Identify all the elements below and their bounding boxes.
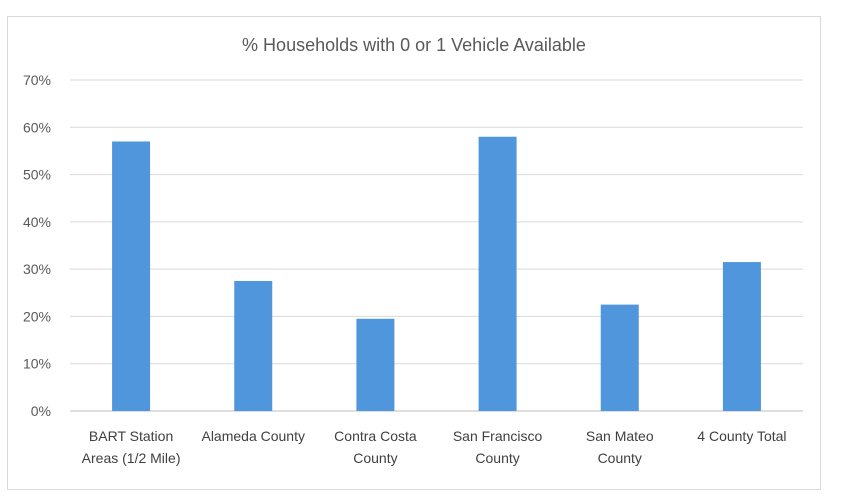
x-category-label-line: BART Station: [89, 428, 173, 444]
y-tick-label: 10%: [23, 356, 51, 372]
x-category-label-line: Areas (1/2 Mile): [82, 450, 181, 466]
x-category-label: San Mateo County: [586, 428, 654, 466]
x-category-label: San Francisco County: [453, 428, 543, 466]
x-category-label-line: San Mateo: [586, 428, 654, 444]
y-axis-ticks: 0% 10% 20% 30% 40% 50% 60% 70%: [23, 72, 51, 419]
y-tick-label: 40%: [23, 214, 51, 230]
gridlines: [70, 79, 803, 412]
bar: [722, 262, 761, 411]
y-tick-label: 60%: [23, 119, 51, 135]
x-category-label: Contra Costa County: [334, 428, 417, 466]
x-category-label-line: County: [353, 450, 397, 466]
x-category-label: 4 County Total: [697, 428, 786, 444]
y-tick-label: 70%: [23, 72, 51, 88]
x-category-label-line: Contra Costa: [334, 428, 417, 444]
bar: [234, 280, 273, 411]
y-tick-label: 30%: [23, 261, 51, 277]
x-category-label-line: County: [598, 450, 642, 466]
x-category-label-line: County: [475, 450, 519, 466]
bar: [112, 141, 151, 411]
x-category-label-line: 4 County Total: [697, 428, 786, 444]
bar: [478, 136, 517, 411]
x-category-label: BART Station Areas (1/2 Mile): [82, 428, 181, 466]
x-category-label: Alameda County: [201, 428, 305, 444]
y-tick-label: 50%: [23, 167, 51, 183]
bars: [112, 136, 761, 411]
chart-title: % Households with 0 or 1 Vehicle Availab…: [242, 35, 586, 55]
bar: [356, 318, 395, 411]
y-tick-label: 0%: [31, 403, 51, 419]
y-tick-label: 20%: [23, 308, 51, 324]
x-category-label-line: San Francisco: [453, 428, 543, 444]
bar: [600, 304, 639, 411]
x-axis-labels: BART Station Areas (1/2 Mile) Alameda Coun…: [82, 428, 787, 466]
x-category-label-line: Alameda County: [201, 428, 305, 444]
